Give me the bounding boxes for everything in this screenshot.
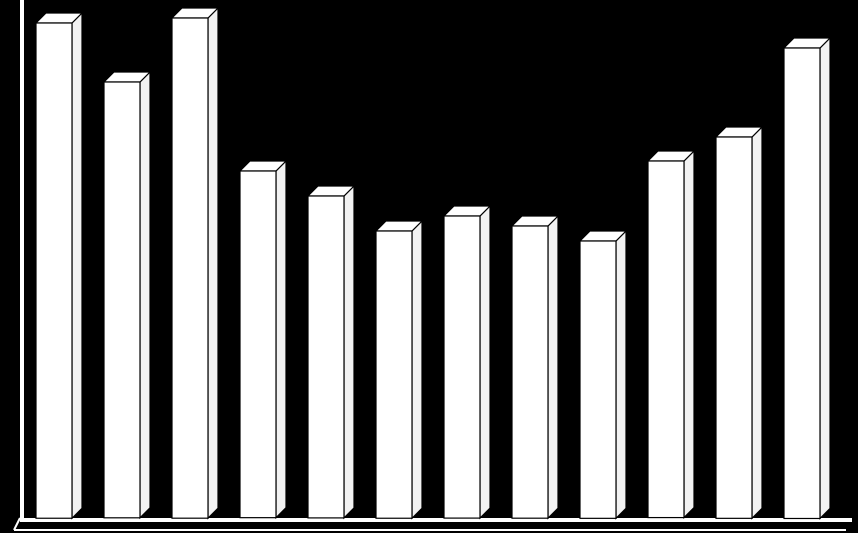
bar [376, 221, 424, 520]
bar [580, 231, 628, 520]
bar [648, 151, 696, 520]
bar [784, 38, 832, 520]
bar [172, 8, 220, 520]
bar [36, 13, 84, 520]
bar [240, 161, 288, 520]
bar [444, 206, 492, 520]
bar [104, 72, 152, 520]
bar [512, 216, 560, 520]
bar [716, 127, 764, 520]
bar [308, 186, 356, 520]
bar-chart [0, 0, 858, 533]
